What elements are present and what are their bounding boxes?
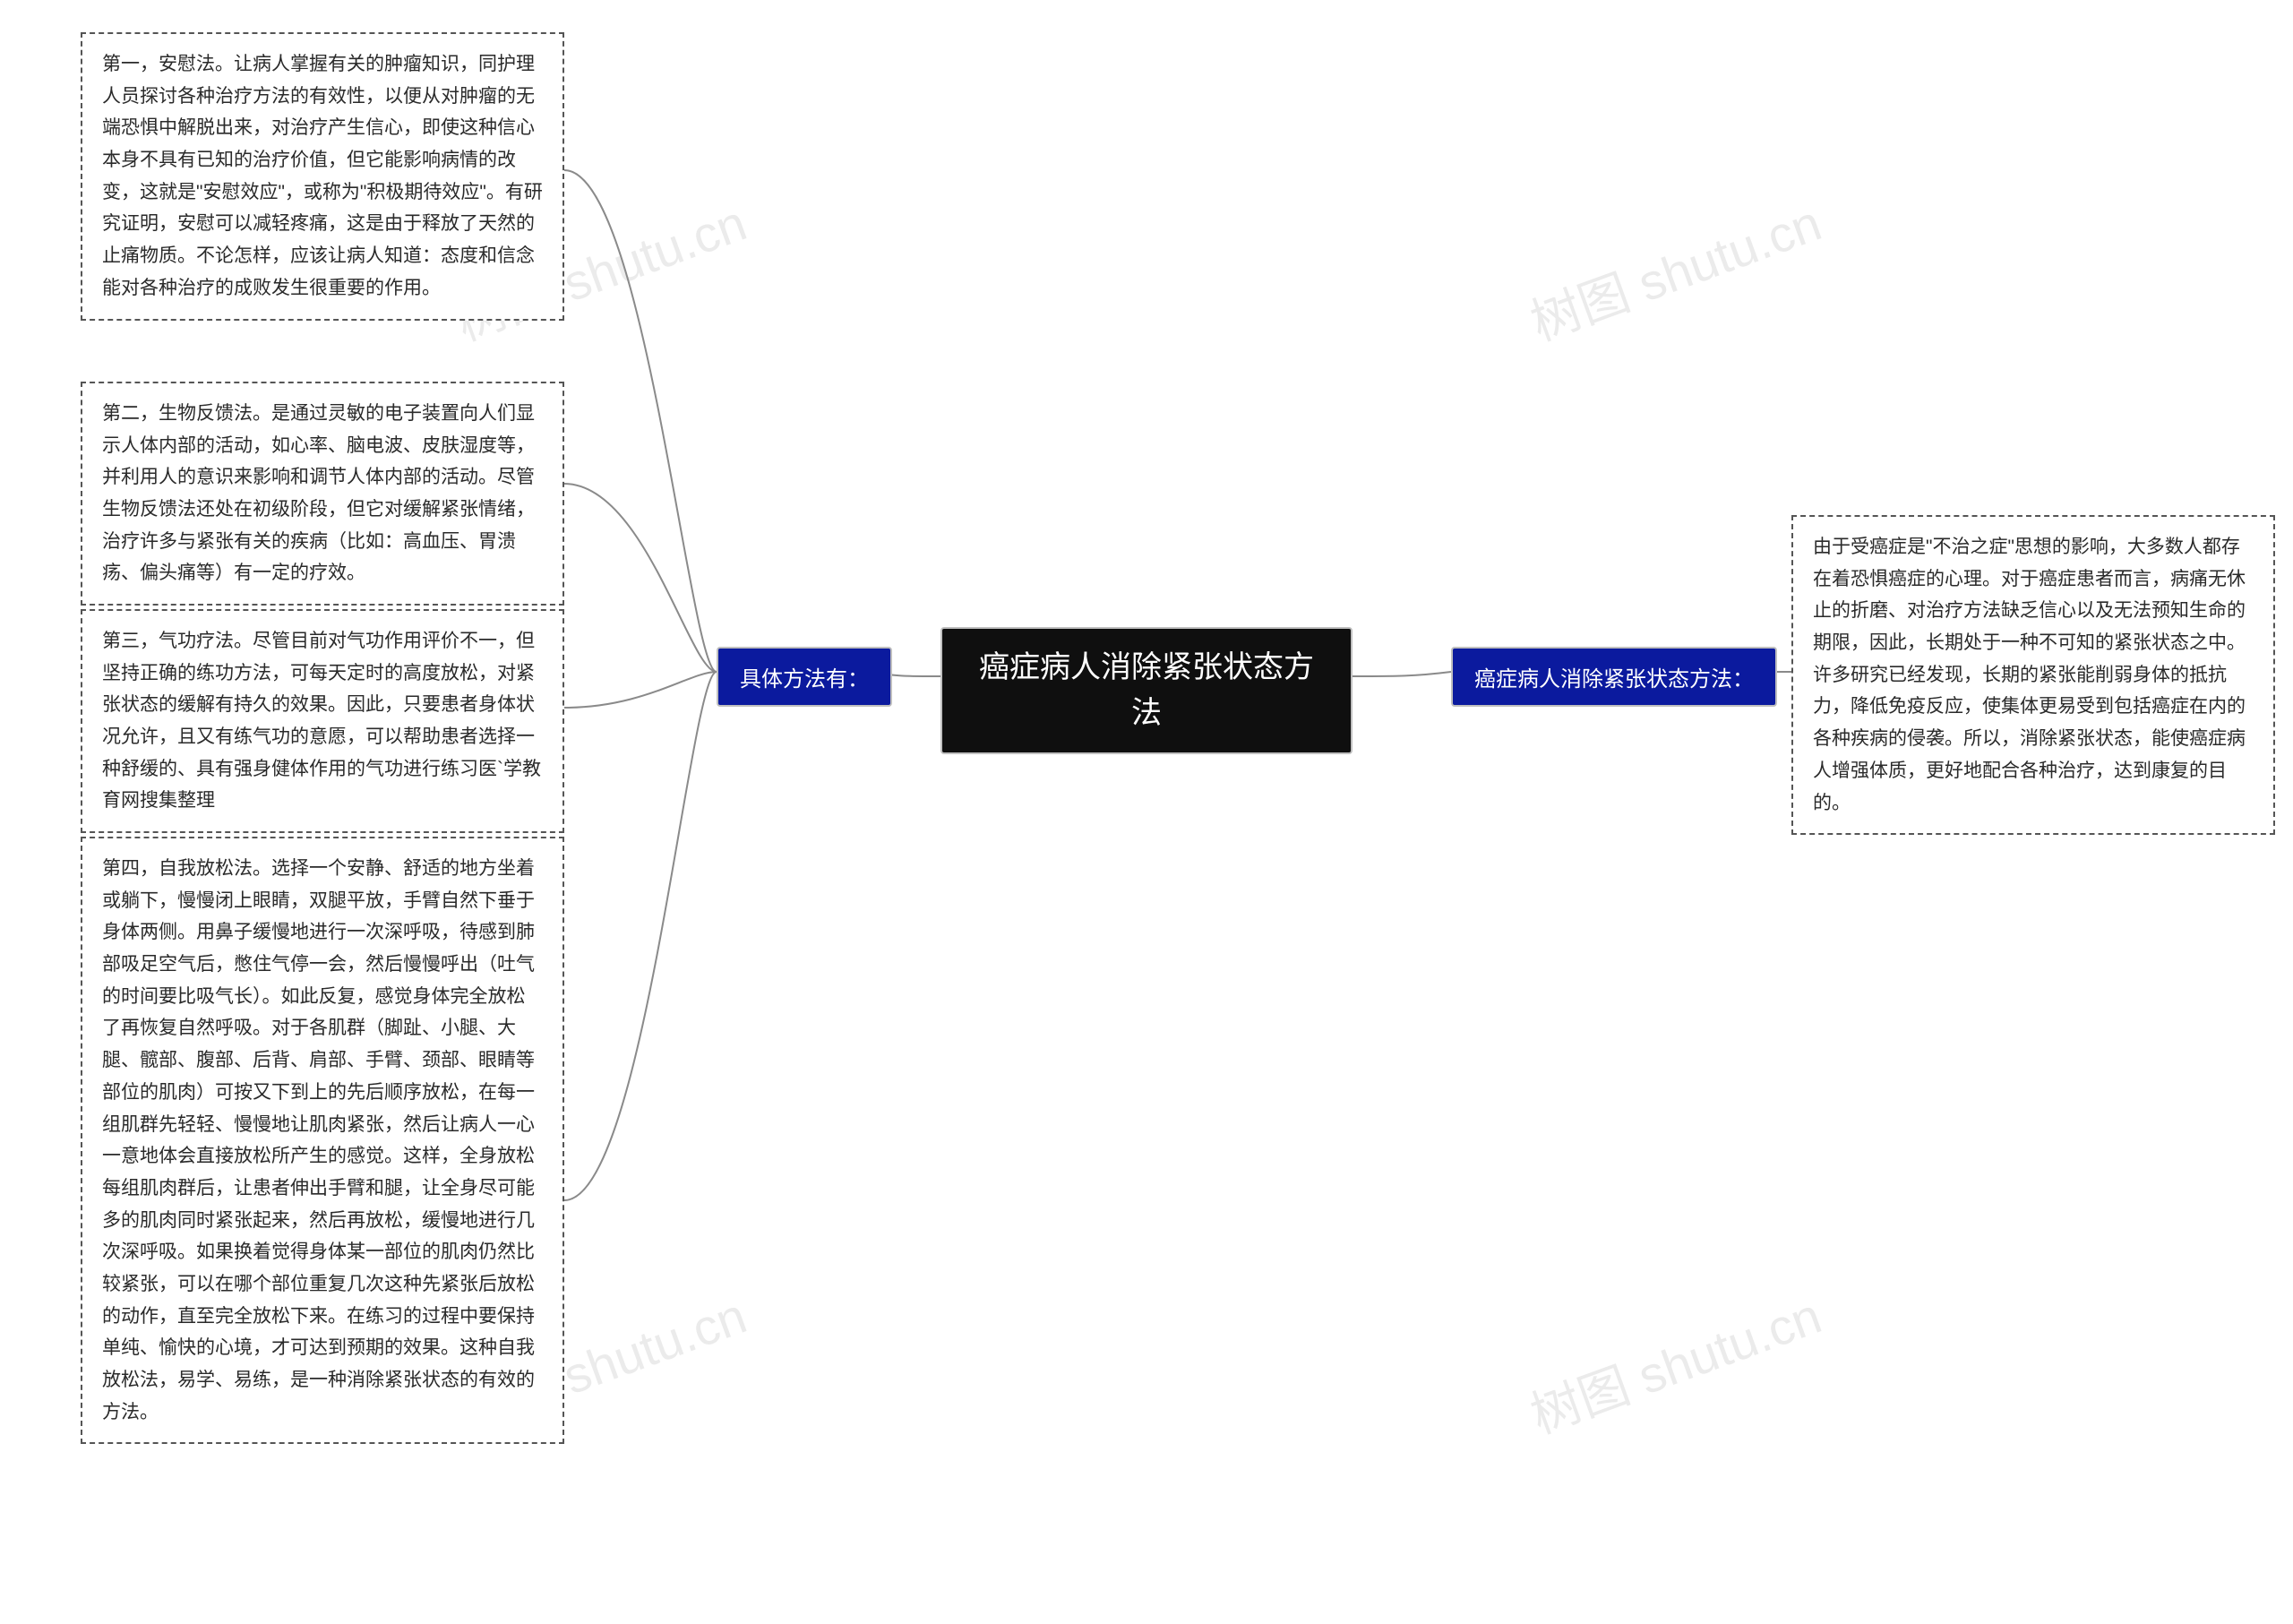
center-node[interactable]: 癌症病人消除紧张状态方法	[940, 627, 1353, 754]
left-leaf-node-1[interactable]: 第一，安慰法。让病人掌握有关的肿瘤知识，同护理人员探讨各种治疗方法的有效性，以便…	[81, 32, 564, 321]
left-branch-node[interactable]: 具体方法有：	[717, 647, 892, 707]
mindmap-canvas: 树图 shutu.cn 树图 shutu.cn 树图 shutu.cn 树图 s…	[0, 0, 2293, 1624]
left-leaf-node-4[interactable]: 第四，自我放松法。选择一个安静、舒适的地方坐着或躺下，慢慢闭上眼睛，双腿平放，手…	[81, 837, 564, 1444]
watermark: 树图 shutu.cn	[1519, 183, 1830, 355]
right-branch-node[interactable]: 癌症病人消除紧张状态方法：	[1451, 647, 1777, 707]
left-leaf-node-3[interactable]: 第三，气功疗法。尽管目前对气功作用评价不一，但坚持正确的练功方法，可每天定时的高…	[81, 609, 564, 833]
watermark: 树图 shutu.cn	[1519, 1276, 1830, 1448]
right-leaf-node[interactable]: 由于受癌症是"不治之症"思想的影响，大多数人都存在着恐惧癌症的心理。对于癌症患者…	[1791, 515, 2275, 835]
left-leaf-node-2[interactable]: 第二，生物反馈法。是通过灵敏的电子装置向人们显示人体内部的活动，如心率、脑电波、…	[81, 382, 564, 606]
